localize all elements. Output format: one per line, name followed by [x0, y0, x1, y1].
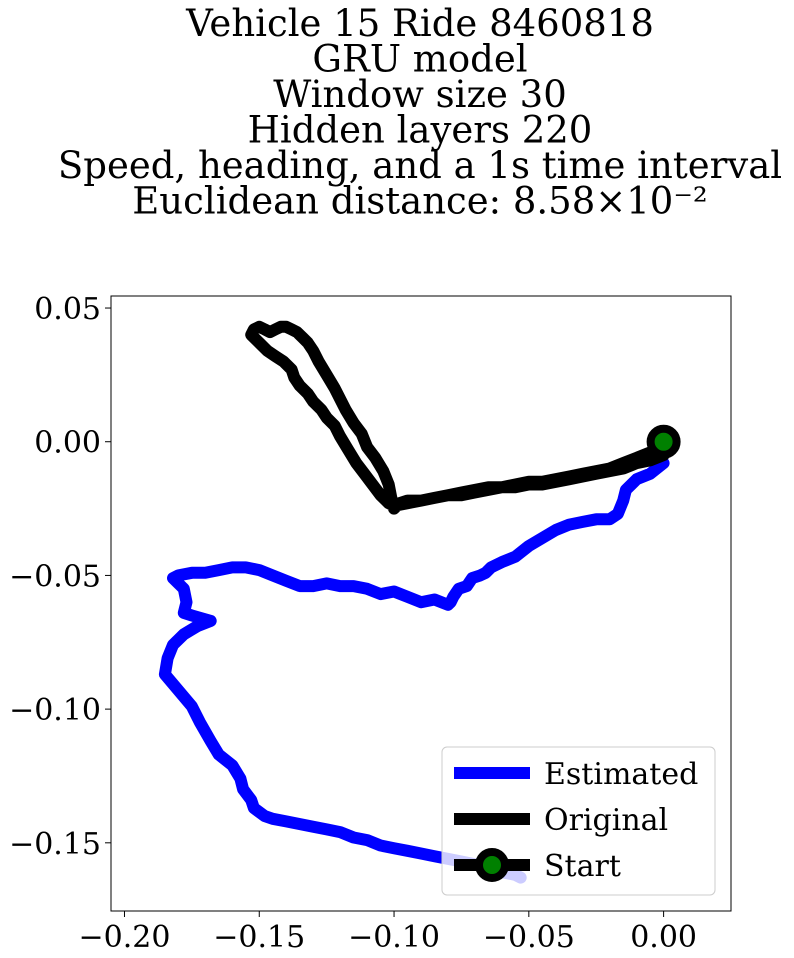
- x-tick-label: −0.15: [213, 920, 305, 955]
- series-line-estimated: [158, 457, 670, 884]
- start-marker: [646, 424, 681, 459]
- legend: Estimated Original Start: [441, 746, 716, 896]
- x-tick-label: −0.05: [483, 920, 575, 955]
- y-tick-label: −0.05: [9, 559, 101, 594]
- chart-title-line: Window size 30: [273, 73, 567, 116]
- y-axis: 0.05 0.00 −0.05 −0.10 −0.15: [9, 292, 111, 862]
- x-tick-label: −0.10: [348, 920, 440, 955]
- legend-box: [441, 746, 716, 896]
- y-tick-label: 0.05: [34, 292, 101, 327]
- plot-frame: [110, 295, 732, 912]
- series-line-original: [245, 320, 670, 515]
- chart-title-line: Euclidean distance: 8.58×10⁻²: [132, 180, 707, 223]
- y-tick-label: 0.00: [34, 426, 101, 461]
- legend-label-original: Original: [544, 803, 668, 838]
- x-tick-label: −0.20: [79, 920, 171, 955]
- x-axis: −0.20 −0.15 −0.10 −0.05 0.00: [79, 911, 697, 955]
- chart-title-line: Speed, heading, and a 1s time interval: [58, 144, 782, 187]
- y-tick-label: −0.10: [9, 693, 101, 728]
- y-tick-label: −0.15: [9, 827, 101, 862]
- legend-marker-start: [475, 848, 509, 882]
- x-tick-label: 0.00: [630, 920, 697, 955]
- legend-label-start: Start: [544, 849, 621, 884]
- chart-title-line: Hidden layers 220: [248, 109, 593, 152]
- plot-area: [158, 320, 681, 884]
- legend-label-estimated: Estimated: [544, 757, 698, 792]
- chart-title-line: GRU model: [312, 38, 527, 81]
- chart-title-line: Vehicle 15 Ride 8460818: [185, 2, 654, 45]
